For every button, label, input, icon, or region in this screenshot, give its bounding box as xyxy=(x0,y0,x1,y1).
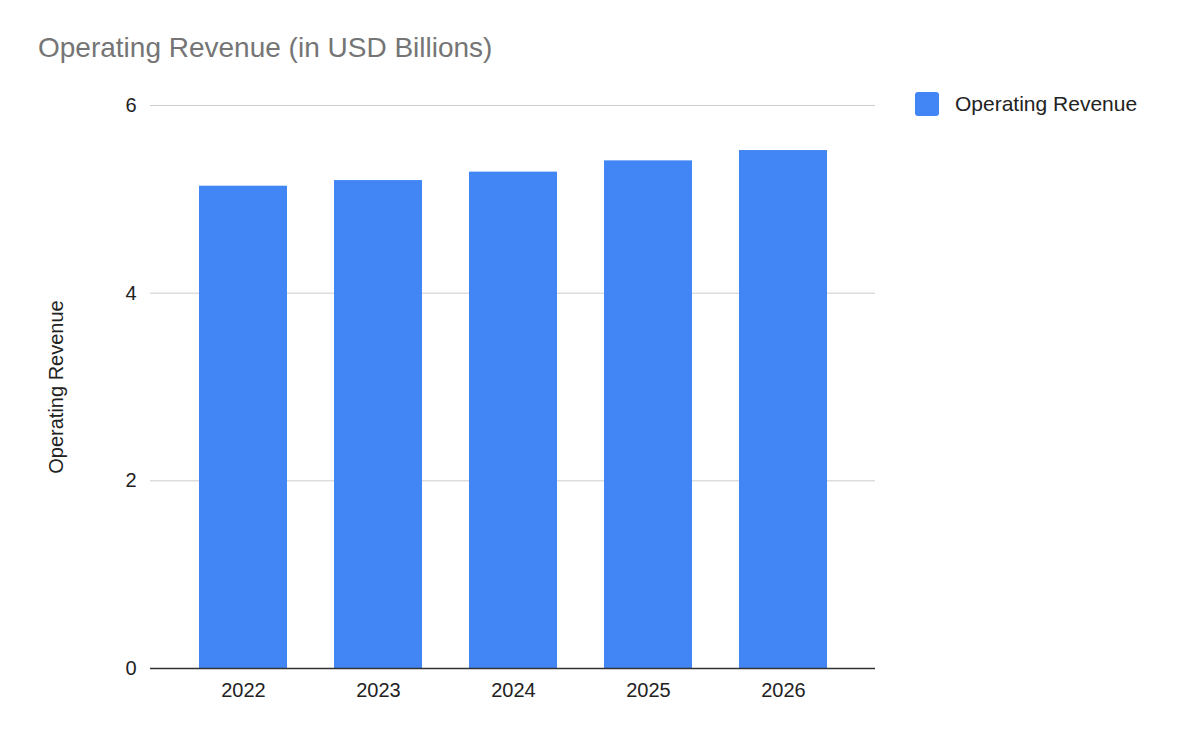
svg-text:6: 6 xyxy=(125,94,136,116)
svg-text:2023: 2023 xyxy=(356,679,401,701)
svg-text:0: 0 xyxy=(125,657,136,679)
svg-text:2024: 2024 xyxy=(491,679,536,701)
svg-text:2: 2 xyxy=(125,469,136,491)
svg-text:4: 4 xyxy=(125,282,136,304)
svg-text:Operating Revenue: Operating Revenue xyxy=(45,300,67,473)
svg-text:2025: 2025 xyxy=(626,679,671,701)
html-text:Operating Revenue: Operating Revenue xyxy=(955,92,1138,115)
svg-text:2022: 2022 xyxy=(221,679,266,701)
svg-text:2026: 2026 xyxy=(761,679,806,701)
html-text:Operating Revenue (in USD Bill: Operating Revenue (in USD Billions) xyxy=(38,32,493,63)
